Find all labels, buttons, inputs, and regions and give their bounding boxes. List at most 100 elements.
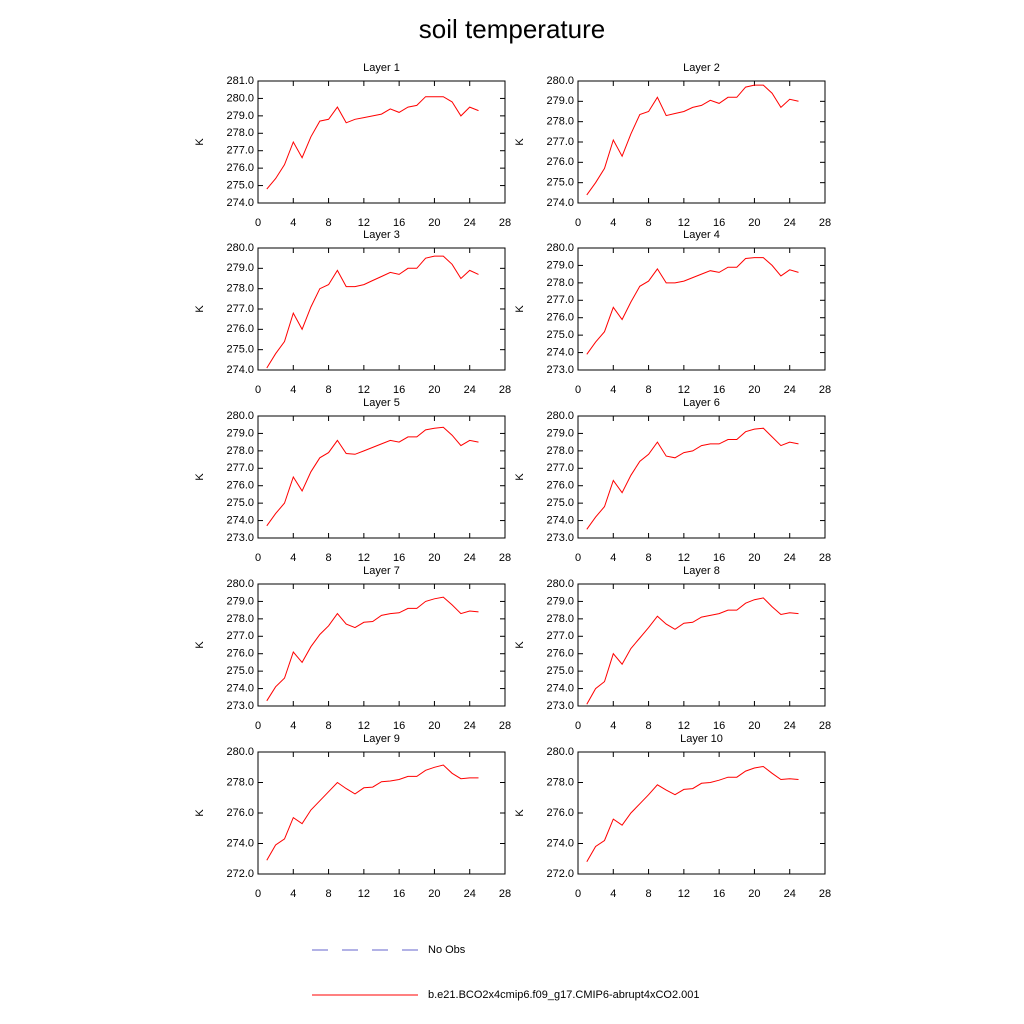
panel-title: Layer 4	[683, 229, 720, 241]
data-line	[586, 597, 799, 705]
x-tick-label: 0	[575, 720, 581, 732]
x-tick-label: 24	[784, 384, 796, 396]
x-tick-label: 8	[646, 720, 652, 732]
x-tick-label: 8	[646, 217, 652, 229]
y-tick-label: 278.0	[226, 283, 254, 295]
y-tick-label: 275.0	[546, 329, 574, 341]
x-tick-label: 28	[499, 552, 511, 564]
x-tick-label: 12	[678, 384, 690, 396]
x-tick-label: 12	[358, 217, 370, 229]
x-tick-label: 4	[610, 720, 616, 732]
panel-title: Layer 1	[363, 62, 400, 74]
y-tick-label: 278.0	[546, 776, 574, 788]
y-tick-label: 275.0	[226, 179, 254, 191]
y-tick-label: 277.0	[546, 136, 574, 148]
y-tick-label: 278.0	[226, 127, 254, 139]
plot-frame	[257, 751, 506, 875]
y-tick-label: 279.0	[226, 595, 254, 607]
x-tick-label: 20	[428, 217, 440, 229]
y-tick-label: 275.0	[546, 497, 574, 509]
x-tick-label: 24	[464, 720, 476, 732]
y-tick-label: 275.0	[546, 665, 574, 677]
plot-frame	[257, 583, 506, 707]
y-tick-label: 274.0	[546, 346, 574, 358]
y-tick-label: 277.0	[226, 303, 254, 315]
y-tick-label: 274.0	[546, 514, 574, 526]
x-tick-label: 28	[499, 720, 511, 732]
y-tick-label: 278.0	[226, 445, 254, 457]
y-tick-label: 278.0	[546, 116, 574, 128]
x-tick-label: 0	[255, 552, 261, 564]
x-tick-label: 20	[428, 720, 440, 732]
y-tick-label: 274.0	[226, 197, 254, 209]
x-tick-label: 0	[575, 384, 581, 396]
y-tick-label: 280.0	[226, 746, 254, 758]
y-tick-label: 276.0	[546, 648, 574, 660]
x-tick-label: 0	[255, 720, 261, 732]
y-tick-label: 273.0	[226, 700, 254, 712]
y-tick-label: 277.0	[546, 462, 574, 474]
panel-title: Layer 3	[363, 229, 400, 241]
y-tick-label: 280.0	[226, 92, 254, 104]
y-tick-label: 279.0	[546, 259, 574, 271]
data-line	[586, 427, 799, 530]
data-line	[586, 84, 799, 196]
y-tick-label: 279.0	[546, 95, 574, 107]
x-tick-label: 20	[748, 217, 760, 229]
y-axis-label: K	[514, 641, 526, 649]
x-tick-label: 28	[819, 720, 831, 732]
panel-title: Layer 6	[683, 397, 720, 409]
y-tick-label: 276.0	[226, 648, 254, 660]
x-tick-label: 16	[393, 217, 405, 229]
x-tick-label: 20	[748, 552, 760, 564]
x-tick-label: 8	[326, 384, 332, 396]
y-tick-label: 275.0	[226, 665, 254, 677]
y-tick-label: 274.0	[226, 514, 254, 526]
x-tick-label: 28	[819, 384, 831, 396]
plot-frame	[577, 415, 826, 539]
y-tick-label: 276.0	[546, 807, 574, 819]
x-tick-label: 4	[610, 552, 616, 564]
y-axis-label: K	[194, 138, 206, 146]
x-tick-label: 8	[646, 552, 652, 564]
x-tick-label: 20	[748, 888, 760, 900]
x-tick-label: 4	[290, 720, 296, 732]
x-tick-label: 20	[428, 888, 440, 900]
y-tick-label: 276.0	[226, 480, 254, 492]
x-tick-label: 28	[819, 888, 831, 900]
panel-title: Layer 5	[363, 397, 400, 409]
y-tick-label: 273.0	[546, 364, 574, 376]
x-tick-label: 4	[290, 384, 296, 396]
panel-title: Layer 7	[363, 565, 400, 577]
x-tick-label: 12	[358, 384, 370, 396]
x-tick-label: 16	[713, 384, 725, 396]
x-tick-label: 4	[290, 552, 296, 564]
x-tick-label: 8	[646, 888, 652, 900]
x-tick-label: 16	[713, 217, 725, 229]
y-axis-label: K	[194, 305, 206, 313]
x-tick-label: 28	[499, 888, 511, 900]
y-tick-label: 275.0	[546, 177, 574, 189]
panel-title: Layer 2	[683, 62, 720, 74]
x-tick-label: 24	[784, 888, 796, 900]
y-tick-label: 280.0	[546, 410, 574, 422]
y-tick-label: 272.0	[226, 868, 254, 880]
y-tick-label: 280.0	[546, 242, 574, 254]
y-axis-label: K	[194, 809, 206, 817]
x-tick-label: 4	[290, 217, 296, 229]
y-tick-label: 273.0	[546, 532, 574, 544]
x-tick-label: 0	[575, 888, 581, 900]
x-tick-label: 4	[610, 888, 616, 900]
x-tick-label: 12	[678, 888, 690, 900]
y-tick-label: 274.0	[546, 682, 574, 694]
x-tick-label: 20	[748, 384, 760, 396]
plot-frame	[577, 247, 826, 371]
y-tick-label: 279.0	[546, 427, 574, 439]
x-tick-label: 8	[326, 888, 332, 900]
x-tick-label: 8	[646, 384, 652, 396]
x-tick-label: 12	[678, 720, 690, 732]
legend-label: No Obs	[428, 944, 466, 956]
y-tick-label: 279.0	[226, 262, 254, 274]
x-tick-label: 20	[428, 384, 440, 396]
y-tick-label: 276.0	[546, 480, 574, 492]
